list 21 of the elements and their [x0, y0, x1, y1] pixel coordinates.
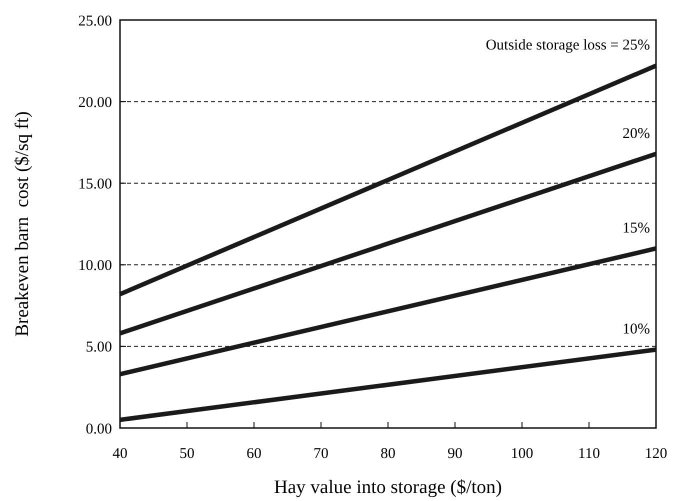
y-tick-label: 25.00	[78, 13, 112, 30]
y-axis-title: Breakeven barn cost ($/sq ft)	[12, 111, 33, 337]
x-tick-label: 70	[314, 446, 328, 462]
x-tick-label: 60	[246, 446, 262, 462]
series-label: Outside storage loss = 25%	[486, 38, 650, 54]
x-tick-label: 100	[510, 446, 534, 462]
y-tick-label: 5.00	[86, 340, 112, 356]
series-label: 20%	[622, 126, 650, 142]
x-tick-label: 40	[112, 446, 128, 462]
x-tick-label: 110	[578, 446, 600, 462]
x-tick-label: 90	[448, 446, 462, 462]
x-axis-title: Hay value into storage ($/ton)	[274, 477, 502, 498]
x-tick-label: 80	[380, 446, 396, 462]
series-label: 10%	[622, 322, 650, 338]
y-tick-label: 20.00	[78, 94, 112, 111]
x-tick-label: 50	[180, 446, 194, 462]
series-label: 15%	[622, 220, 650, 236]
y-tick-label: 0.00	[86, 421, 112, 438]
y-tick-label: 10.00	[78, 258, 112, 274]
x-tick-label: 120	[644, 446, 668, 462]
y-tick-label: 15.00	[78, 176, 112, 192]
